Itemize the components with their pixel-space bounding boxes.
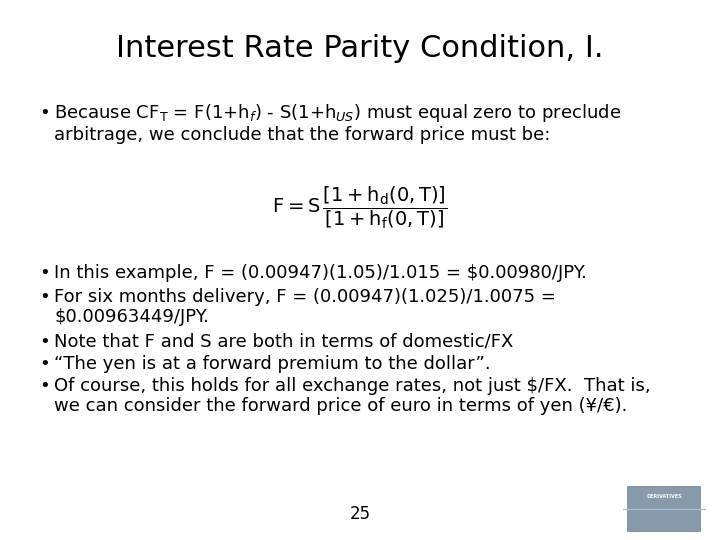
Text: •: •: [40, 264, 50, 282]
Text: For six months delivery, F = (0.00947)(1.025)/1.0075 =: For six months delivery, F = (0.00947)(1…: [54, 287, 556, 306]
Text: arbitrage, we conclude that the forward price must be:: arbitrage, we conclude that the forward …: [54, 126, 550, 144]
Text: 25: 25: [349, 505, 371, 523]
Text: •: •: [40, 355, 50, 373]
Text: •: •: [40, 287, 50, 306]
Text: Because $\mathrm{CF_T}$ = F(1+h$_f$) - S(1+h$_{US}$) must equal zero to preclude: Because $\mathrm{CF_T}$ = F(1+h$_f$) - S…: [54, 103, 621, 124]
Text: DERIVATIVES: DERIVATIVES: [647, 494, 682, 498]
Text: Note that F and S are both in terms of domestic/FX: Note that F and S are both in terms of d…: [54, 333, 513, 351]
Text: In this example, F = (0.00947)(1.05)/1.015 = $0.00980/JPY.: In this example, F = (0.00947)(1.05)/1.0…: [54, 264, 587, 282]
Text: $\mathsf{F = S\,\dfrac{[1+h_d(0,T)]}{[1+h_f(0,T)]}}$: $\mathsf{F = S\,\dfrac{[1+h_d(0,T)]}{[1+…: [272, 185, 448, 231]
Text: Interest Rate Parity Condition, I.: Interest Rate Parity Condition, I.: [116, 34, 604, 63]
Text: •: •: [40, 104, 50, 123]
Text: $0.00963449/JPY.: $0.00963449/JPY.: [54, 308, 209, 326]
Text: •: •: [40, 377, 50, 395]
Text: Of course, this holds for all exchange rates, not just $/FX.  That is,: Of course, this holds for all exchange r…: [54, 377, 651, 395]
Text: “The yen is at a forward premium to the dollar”.: “The yen is at a forward premium to the …: [54, 355, 490, 373]
FancyBboxPatch shape: [627, 486, 701, 532]
Text: we can consider the forward price of euro in terms of yen (¥/€).: we can consider the forward price of eur…: [54, 397, 627, 415]
Text: •: •: [40, 333, 50, 351]
